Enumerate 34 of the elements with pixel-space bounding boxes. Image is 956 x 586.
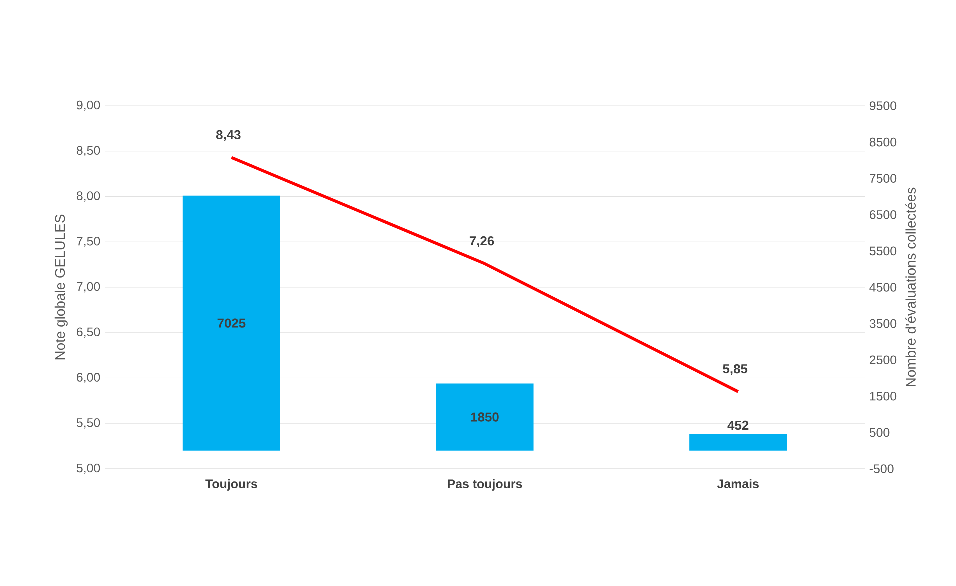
data-label: 7,26 xyxy=(470,236,494,248)
y2-tick-label: 7500 xyxy=(870,174,897,184)
y2-tick-label: 500 xyxy=(870,428,890,438)
data-label: 1850 xyxy=(471,412,499,422)
y-tick-label: 5,00 xyxy=(76,464,100,474)
y-tick-label: 6,50 xyxy=(77,328,100,338)
bar xyxy=(690,434,788,451)
x-tick-label: Toujours xyxy=(206,479,258,491)
y2-tick-label: 6500 xyxy=(870,210,897,220)
y-tick-label: 5,50 xyxy=(76,418,100,429)
y2-tick-label: 8500 xyxy=(870,138,897,147)
y2-axis-title: Nombre d'évaluations collectées xyxy=(906,188,916,387)
y2-tick-label: 1500 xyxy=(870,392,897,401)
y2-tick-label: -500 xyxy=(870,464,894,474)
y2-tick-label: 9500 xyxy=(870,102,897,110)
data-label: 5,85 xyxy=(723,364,748,376)
x-tick-label: Jamais xyxy=(717,479,759,488)
data-label: 452 xyxy=(728,420,749,430)
data-label: 7025 xyxy=(218,318,246,328)
y-tick-label: 8,50 xyxy=(76,146,100,157)
y-tick-label: 7,00 xyxy=(77,282,100,293)
x-tick-label: Pas toujours xyxy=(448,479,522,491)
y2-tick-label: 3500 xyxy=(870,319,897,328)
y-tick-label: 7,50 xyxy=(77,236,100,248)
y-tick-label: 8,00 xyxy=(76,192,100,202)
bar xyxy=(436,384,534,451)
y-axis-title: Note globale GELULES xyxy=(54,214,68,360)
data-label: 8,43 xyxy=(216,130,241,142)
y-tick-label: 9,00 xyxy=(76,100,100,112)
bar xyxy=(182,196,280,451)
y2-tick-label: 4500 xyxy=(870,283,897,292)
y-tick-label: 6,00 xyxy=(77,373,100,384)
y2-tick-label: 2500 xyxy=(870,356,897,365)
y2-tick-label: 5500 xyxy=(870,246,897,256)
